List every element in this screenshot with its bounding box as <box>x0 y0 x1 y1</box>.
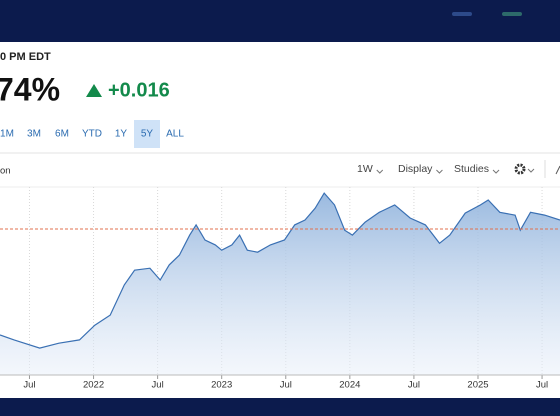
range-button[interactable]: 5Y <box>141 129 154 140</box>
settings-icon[interactable] <box>514 163 535 175</box>
x-tick-label: 2024 <box>339 380 360 391</box>
toolbar-item[interactable]: Studies <box>454 163 489 175</box>
range-button[interactable]: 1M <box>0 129 14 140</box>
range-button[interactable]: ALL <box>166 129 184 140</box>
range-button[interactable]: YTD <box>82 129 102 140</box>
toolbar-item[interactable]: Display <box>398 163 433 175</box>
x-tick-label: Jul <box>152 380 164 391</box>
chevron <box>376 169 384 174</box>
bottom-bar <box>0 398 560 416</box>
plot: Jul 2022 Jul 2023 Jul 2024 Jul 2025 Jul <box>0 187 560 391</box>
top-icon <box>452 12 472 16</box>
x-tick-label: Jul <box>408 380 420 391</box>
x-tick-label: 2023 <box>211 380 232 391</box>
range-button[interactable]: 3M <box>27 129 41 140</box>
toolbar: 1W Display Studies <box>357 163 500 175</box>
top-bar <box>0 0 560 42</box>
x-tick-label: Jul <box>280 380 292 391</box>
range-button[interactable]: 1Y <box>115 129 128 140</box>
chevron <box>527 168 535 173</box>
selected-bg <box>134 120 160 148</box>
up-arrow <box>86 84 102 97</box>
range-buttons: 1M 3M 6M YTD 1Y 5Y ALL <box>0 120 184 148</box>
panel-label: on <box>0 166 11 177</box>
chevron <box>436 169 443 174</box>
chevron <box>492 169 500 174</box>
x-tick-label: 2022 <box>83 380 104 391</box>
x-tick-label: Jul <box>536 380 548 391</box>
x-tick-label: 2025 <box>467 380 488 391</box>
price: 74% <box>0 71 60 107</box>
gear[interactable] <box>514 163 526 175</box>
draw-icon[interactable] <box>555 165 560 175</box>
top-icon <box>502 12 522 16</box>
timestamp: 0 PM EDT <box>0 51 51 63</box>
change: +0.016 <box>108 79 170 101</box>
x-tick-label: Jul <box>23 380 35 391</box>
area-fill <box>0 193 560 375</box>
range-button[interactable]: 6M <box>55 129 69 140</box>
line <box>0 192 560 349</box>
toolbar-item[interactable]: 1W <box>357 163 373 175</box>
